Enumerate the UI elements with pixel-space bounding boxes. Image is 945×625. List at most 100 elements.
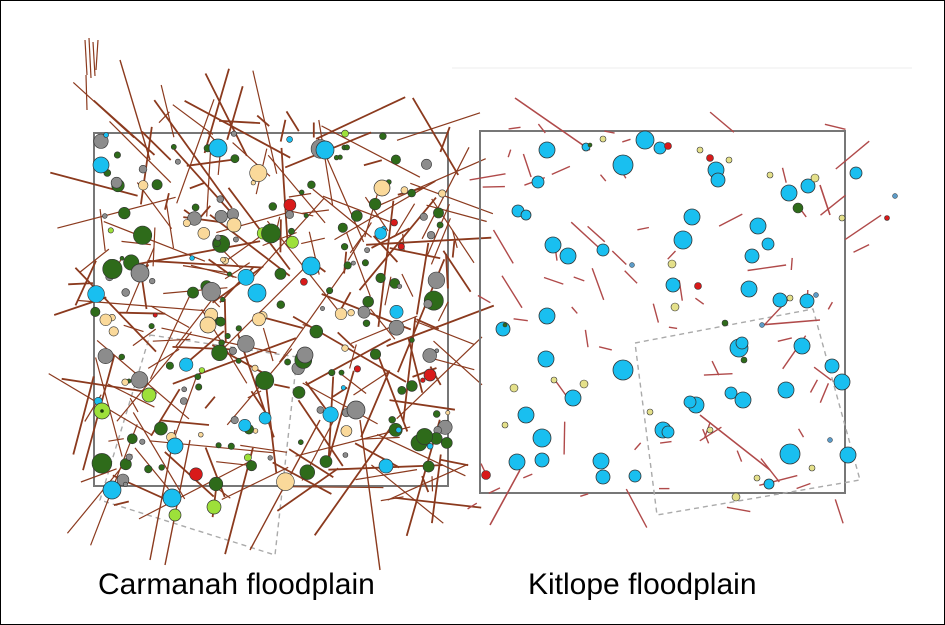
tree <box>154 421 168 436</box>
tree <box>93 133 109 149</box>
tree <box>227 271 233 277</box>
log <box>760 458 780 483</box>
tree <box>849 166 863 180</box>
log <box>412 97 459 176</box>
tree <box>667 259 677 269</box>
tree <box>786 294 794 302</box>
log <box>176 99 215 204</box>
tree <box>725 156 733 164</box>
log <box>514 97 591 151</box>
tree <box>406 380 418 392</box>
tree <box>122 481 128 487</box>
tree <box>423 368 437 382</box>
tree <box>224 332 231 339</box>
tree <box>118 207 131 220</box>
tree <box>665 277 681 293</box>
log <box>396 336 483 420</box>
log <box>853 243 870 253</box>
tree <box>337 222 348 233</box>
tree <box>119 255 125 261</box>
log <box>796 482 811 490</box>
log <box>164 451 215 498</box>
tree <box>427 271 446 289</box>
tree <box>246 460 257 472</box>
tree <box>340 385 346 391</box>
log <box>160 419 210 426</box>
log <box>140 126 153 205</box>
log <box>302 209 329 214</box>
tree <box>592 452 610 470</box>
tree <box>237 335 255 353</box>
tree <box>353 365 361 373</box>
tree <box>683 208 701 226</box>
log <box>587 225 606 243</box>
tree <box>91 453 113 474</box>
log <box>759 319 821 326</box>
tree <box>249 164 268 182</box>
tree <box>267 455 273 461</box>
log <box>376 433 466 477</box>
log <box>604 130 615 134</box>
log <box>371 464 444 524</box>
tree <box>255 371 275 390</box>
log <box>366 236 492 246</box>
tree <box>170 143 177 150</box>
log <box>573 276 585 282</box>
log <box>599 174 607 182</box>
tree <box>579 379 589 389</box>
tree <box>342 452 349 458</box>
tree <box>211 344 228 361</box>
tree <box>390 218 398 227</box>
tree <box>421 158 432 170</box>
log <box>189 182 205 190</box>
log <box>302 382 378 425</box>
tree <box>338 369 345 376</box>
log <box>318 119 334 206</box>
tree <box>440 437 453 449</box>
tree <box>220 296 226 303</box>
tree <box>341 243 349 251</box>
log <box>442 250 472 293</box>
log <box>93 99 156 156</box>
tree <box>780 184 798 202</box>
log <box>421 475 430 493</box>
log <box>74 267 157 353</box>
tree <box>215 234 222 241</box>
tree <box>243 453 252 462</box>
log <box>660 440 672 444</box>
log <box>501 275 523 309</box>
log <box>334 180 436 241</box>
log <box>118 311 166 315</box>
log <box>149 288 194 379</box>
log <box>551 165 571 176</box>
tree <box>373 179 391 197</box>
tree <box>286 136 293 143</box>
log <box>598 346 612 351</box>
tree <box>740 356 748 364</box>
log <box>164 192 170 210</box>
log <box>703 373 733 376</box>
tree <box>532 428 552 448</box>
tree <box>792 202 804 214</box>
log <box>797 428 805 438</box>
tree <box>320 306 325 311</box>
tree <box>397 243 405 251</box>
log <box>119 59 151 161</box>
log <box>132 412 186 500</box>
log <box>718 213 743 227</box>
tree <box>596 243 610 257</box>
log <box>781 167 787 183</box>
log <box>827 301 834 310</box>
tree <box>400 186 409 194</box>
log <box>132 328 157 347</box>
log <box>209 214 291 277</box>
kitlope-plot-border <box>479 130 846 494</box>
log <box>350 315 418 345</box>
tree <box>389 304 404 319</box>
log <box>699 414 771 471</box>
log <box>315 96 406 140</box>
log <box>820 194 846 216</box>
tree <box>284 358 291 366</box>
log <box>431 476 434 492</box>
log <box>489 469 521 526</box>
